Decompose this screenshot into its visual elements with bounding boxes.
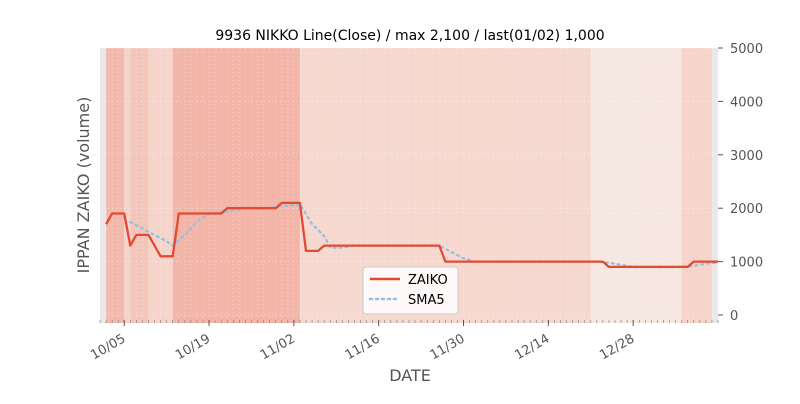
x-tick-label: 12/28 [597, 331, 637, 363]
background-band [712, 48, 718, 323]
background-band [124, 48, 130, 323]
y-tick-label: 5000 [730, 42, 763, 57]
x-axis-ticks: 10/05 10/19 11/02 11/16 11/30 12/14 12/28 [88, 320, 718, 363]
legend-label-zaiko: ZAIKO [408, 273, 448, 288]
y-tick-label: 0 [730, 309, 738, 324]
background-band [682, 48, 712, 323]
background-band [148, 48, 172, 323]
x-tick-label: 10/19 [173, 331, 213, 363]
background-band [130, 48, 148, 323]
chart-title: 9936 NIKKO Line(Close) / max 2,100 / las… [215, 28, 604, 44]
legend: ZAIKO SMA5 [363, 267, 458, 314]
y-tick-label: 4000 [730, 95, 763, 110]
background-band [106, 48, 124, 323]
y-axis-ticks: 0 1000 2000 3000 4000 5000 [718, 42, 763, 324]
x-tick-label: 11/02 [258, 331, 298, 363]
x-tick-label: 12/14 [512, 331, 552, 363]
x-tick-label: 10/05 [88, 331, 128, 363]
background-band [100, 48, 106, 323]
background-band [173, 48, 300, 323]
x-tick-label: 11/16 [343, 331, 383, 363]
x-tick-label: 11/30 [428, 331, 468, 363]
y-tick-label: 2000 [730, 202, 763, 217]
x-axis-title: DATE [389, 366, 431, 385]
y-tick-label: 3000 [730, 149, 763, 164]
legend-label-sma5: SMA5 [408, 293, 445, 308]
y-axis-title: IPPAN ZAIKO (volume) [74, 97, 93, 274]
y-tick-label: 1000 [730, 256, 763, 271]
background-band [591, 48, 682, 323]
